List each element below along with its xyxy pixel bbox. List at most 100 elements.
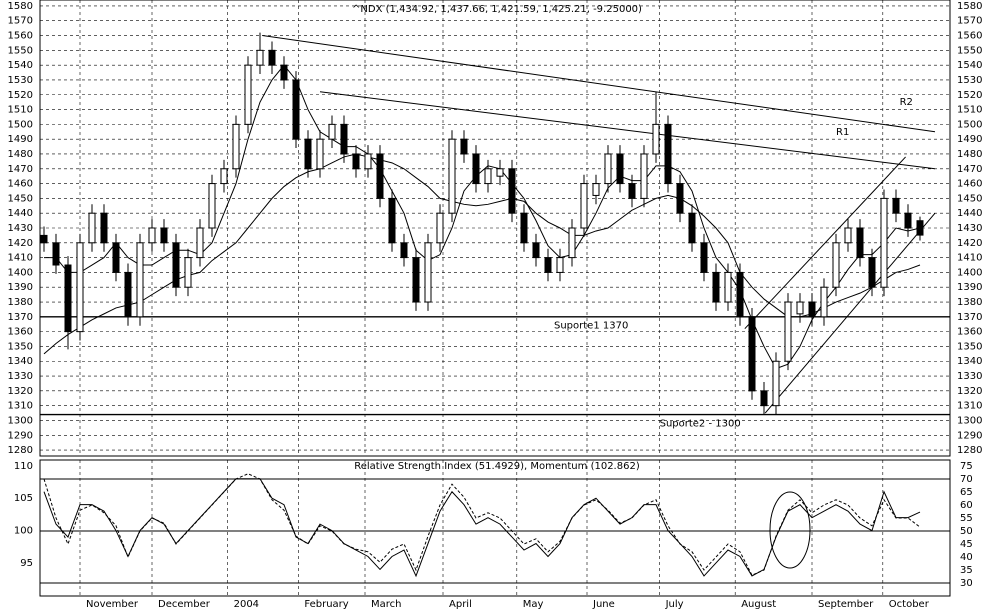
momentum-line [43, 478, 921, 578]
candle-body [796, 301, 804, 315]
candle-body [388, 197, 396, 244]
candle-body [652, 123, 660, 155]
x-tick-label: August [741, 599, 776, 610]
x-tick-label: November [86, 599, 139, 610]
candle-body [376, 153, 384, 199]
x-tick-label: December [158, 599, 211, 610]
rsi-tick-label: 30 [960, 578, 973, 589]
candle-body [880, 197, 888, 288]
y-tick-label-right: 1360 [957, 327, 982, 338]
candle-body [628, 183, 636, 199]
candle-body [220, 168, 228, 185]
annotation: R1 [836, 127, 849, 138]
rsi-tick-label: 35 [960, 565, 973, 576]
candle-body [832, 242, 840, 288]
y-tick-label-right: 1470 [957, 164, 982, 175]
y-tick-label-right: 1500 [957, 119, 982, 130]
y-tick-label-right: 1480 [957, 149, 982, 160]
candle-body [712, 271, 720, 303]
y-tick-label-right: 1520 [957, 90, 982, 101]
candle-body [808, 301, 816, 318]
annotation: Suporte2 - 1300 [660, 418, 741, 429]
x-tick-label: June [592, 599, 615, 610]
y-tick-label-right: 1440 [957, 208, 982, 219]
x-tick-label: March [371, 599, 401, 610]
y-tick-label-right: 1370 [957, 312, 982, 323]
candle-body [784, 301, 792, 362]
y-tick-label: 1450 [8, 193, 33, 204]
y-tick-label-right: 1410 [957, 253, 982, 264]
candle-body [88, 212, 96, 244]
rsi-tick-label: 75 [960, 461, 973, 472]
candle-body [820, 286, 828, 318]
y-tick-label: 1380 [8, 297, 33, 308]
candle-body [184, 257, 192, 288]
y-tick-label-right: 1420 [957, 238, 982, 249]
x-tick-label: July [665, 599, 684, 610]
y-tick-label: 1350 [8, 341, 33, 352]
y-tick-label-right: 1390 [957, 282, 982, 293]
candle-body [736, 271, 744, 318]
y-tick-label: 1280 [8, 445, 33, 456]
highlight-ellipse [769, 491, 811, 569]
y-tick-label-right: 1300 [957, 415, 982, 426]
indicator-title: Relative Strength Index (51.4929), Momen… [354, 461, 640, 472]
candle-body [508, 168, 516, 214]
trend-line [262, 35, 936, 133]
rsi-tick-label: 50 [960, 526, 973, 537]
candle-body [772, 360, 780, 407]
y-tick-label: 1580 [8, 1, 33, 12]
momentum-tick-label: 95 [20, 558, 33, 569]
candle-body [484, 168, 492, 185]
y-tick-label: 1370 [8, 312, 33, 323]
candle-body [460, 138, 468, 155]
candle-body [40, 234, 48, 244]
y-tick-label-right: 1350 [957, 341, 982, 352]
candle-body [112, 242, 120, 273]
y-tick-label: 1440 [8, 208, 33, 219]
candle-body [340, 123, 348, 155]
candle-body [424, 242, 432, 303]
candle-body [196, 227, 204, 259]
candle-body [604, 153, 612, 185]
chart-title: ^NDX (1,434.92, 1,437.66, 1,421.59, 1,42… [352, 4, 642, 15]
y-tick-label-right: 1530 [957, 75, 982, 86]
y-tick-label: 1530 [8, 75, 33, 86]
y-tick-label-right: 1330 [957, 371, 982, 382]
y-tick-label-right: 1320 [957, 386, 982, 397]
candle-body [856, 227, 864, 259]
y-tick-label: 1480 [8, 149, 33, 160]
candle-body [640, 153, 648, 199]
y-tick-label: 1540 [8, 60, 33, 71]
candle-body [148, 227, 156, 244]
y-tick-label-right: 1550 [957, 45, 982, 56]
candle-body [688, 212, 696, 244]
candle-body [232, 123, 240, 170]
y-tick-label: 1310 [8, 401, 33, 412]
candle-body [448, 138, 456, 214]
candle-body [592, 183, 600, 196]
y-tick-label: 1430 [8, 223, 33, 234]
candle-body [316, 138, 324, 170]
candle-body [616, 153, 624, 185]
y-tick-label-right: 1540 [957, 60, 982, 71]
y-tick-label-right: 1510 [957, 105, 982, 116]
candle-body [328, 123, 336, 140]
y-tick-label-right: 1290 [957, 430, 982, 441]
trend-line [744, 156, 906, 330]
candle-body [844, 227, 852, 244]
candle-body [400, 242, 408, 259]
candle-body [748, 316, 756, 392]
y-tick-label: 1390 [8, 282, 33, 293]
candle-body [208, 183, 216, 229]
candle-body [76, 242, 84, 333]
annotation: Suporte1 1370 [554, 321, 628, 332]
y-tick-label: 1320 [8, 386, 33, 397]
candle-body [136, 242, 144, 318]
candle-body [904, 212, 912, 229]
candle-body [64, 264, 72, 333]
candle-body [556, 257, 564, 273]
y-tick-label-right: 1310 [957, 401, 982, 412]
y-tick-label: 1470 [8, 164, 33, 175]
